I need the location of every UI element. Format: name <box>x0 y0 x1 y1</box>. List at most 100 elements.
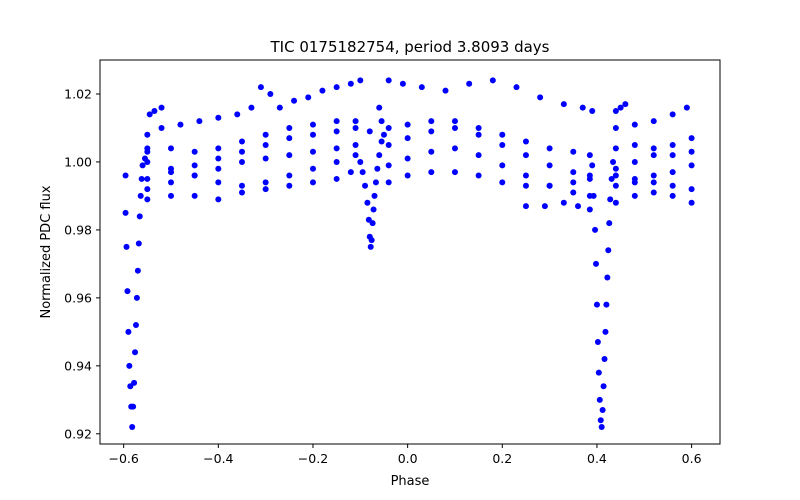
data-point <box>136 213 143 220</box>
data-point <box>191 148 198 155</box>
data-point <box>238 189 245 196</box>
data-point <box>372 179 379 186</box>
data-point <box>374 165 381 172</box>
data-point <box>586 175 593 182</box>
data-point <box>599 407 606 414</box>
data-point <box>191 162 198 169</box>
data-point <box>286 124 293 131</box>
data-point <box>309 165 316 172</box>
data-point <box>137 192 144 199</box>
y-tick-label: 1.02 <box>64 86 92 101</box>
data-point <box>608 175 615 182</box>
data-point <box>139 162 146 169</box>
data-point <box>257 84 264 91</box>
data-point <box>262 186 269 193</box>
data-point <box>570 169 577 176</box>
data-point <box>215 165 222 172</box>
data-point <box>167 165 174 172</box>
data-point <box>144 158 151 165</box>
data-point <box>522 203 529 210</box>
data-point <box>428 118 435 125</box>
data-point <box>129 424 136 431</box>
data-point <box>286 135 293 142</box>
x-axis-label: Phase <box>391 474 430 489</box>
data-point <box>669 182 676 189</box>
y-tick-label: 0.92 <box>64 426 92 441</box>
data-point <box>605 247 612 254</box>
data-point <box>522 152 529 159</box>
data-point <box>537 94 544 101</box>
data-point <box>650 189 657 196</box>
data-point <box>688 186 695 193</box>
data-point <box>146 111 153 118</box>
plot-frame <box>99 59 721 445</box>
data-point <box>126 362 133 369</box>
data-point <box>262 155 269 162</box>
data-point <box>612 172 619 179</box>
data-point <box>134 267 141 274</box>
data-point <box>499 141 506 148</box>
data-point <box>631 141 638 148</box>
data-point <box>135 240 142 247</box>
data-point <box>215 114 222 121</box>
data-point <box>371 192 378 199</box>
chart-title: TIC 0175182754, period 3.8093 days <box>269 38 549 56</box>
x-tick-label: −0.2 <box>298 451 328 466</box>
data-point <box>385 124 392 131</box>
data-point <box>612 124 619 131</box>
data-point <box>601 356 608 363</box>
data-point <box>248 104 255 111</box>
data-point <box>604 274 611 281</box>
data-point <box>612 107 619 114</box>
data-point <box>158 124 165 131</box>
data-point <box>144 186 151 193</box>
data-point <box>612 182 619 189</box>
data-point <box>590 192 597 199</box>
data-point <box>688 199 695 206</box>
data-point <box>362 182 369 189</box>
data-point <box>385 162 392 169</box>
data-point <box>352 141 359 148</box>
data-point <box>475 124 482 131</box>
data-point <box>167 145 174 152</box>
data-point <box>466 80 473 87</box>
data-point <box>595 369 602 376</box>
data-point <box>688 135 695 142</box>
data-point <box>215 155 222 162</box>
data-point <box>428 169 435 176</box>
data-point <box>131 379 138 386</box>
y-axis-label: Normalized PDC flux <box>39 185 54 318</box>
data-point <box>650 179 657 186</box>
data-point <box>352 152 359 159</box>
data-point <box>196 118 203 125</box>
data-point <box>597 417 604 424</box>
data-point <box>612 165 619 172</box>
data-point <box>132 349 139 356</box>
data-point <box>499 131 506 138</box>
data-point <box>602 328 609 335</box>
y-tick-label: 0.96 <box>64 290 92 305</box>
data-points <box>122 77 695 431</box>
data-point <box>631 158 638 165</box>
x-tick-label: −0.4 <box>203 451 233 466</box>
data-point <box>603 301 610 308</box>
data-point <box>267 90 274 97</box>
data-point <box>177 121 184 128</box>
data-point <box>617 104 624 111</box>
data-point <box>123 243 130 250</box>
data-point <box>191 172 198 179</box>
data-point <box>669 152 676 159</box>
data-point <box>380 131 387 138</box>
data-point <box>586 152 593 159</box>
data-point <box>158 104 165 111</box>
data-point <box>475 172 482 179</box>
data-point <box>262 179 269 186</box>
data-point <box>399 80 406 87</box>
data-point <box>650 118 657 125</box>
data-point <box>124 288 131 295</box>
data-point <box>122 172 129 179</box>
data-point <box>305 94 312 101</box>
data-point <box>589 107 596 114</box>
data-point <box>138 175 145 182</box>
